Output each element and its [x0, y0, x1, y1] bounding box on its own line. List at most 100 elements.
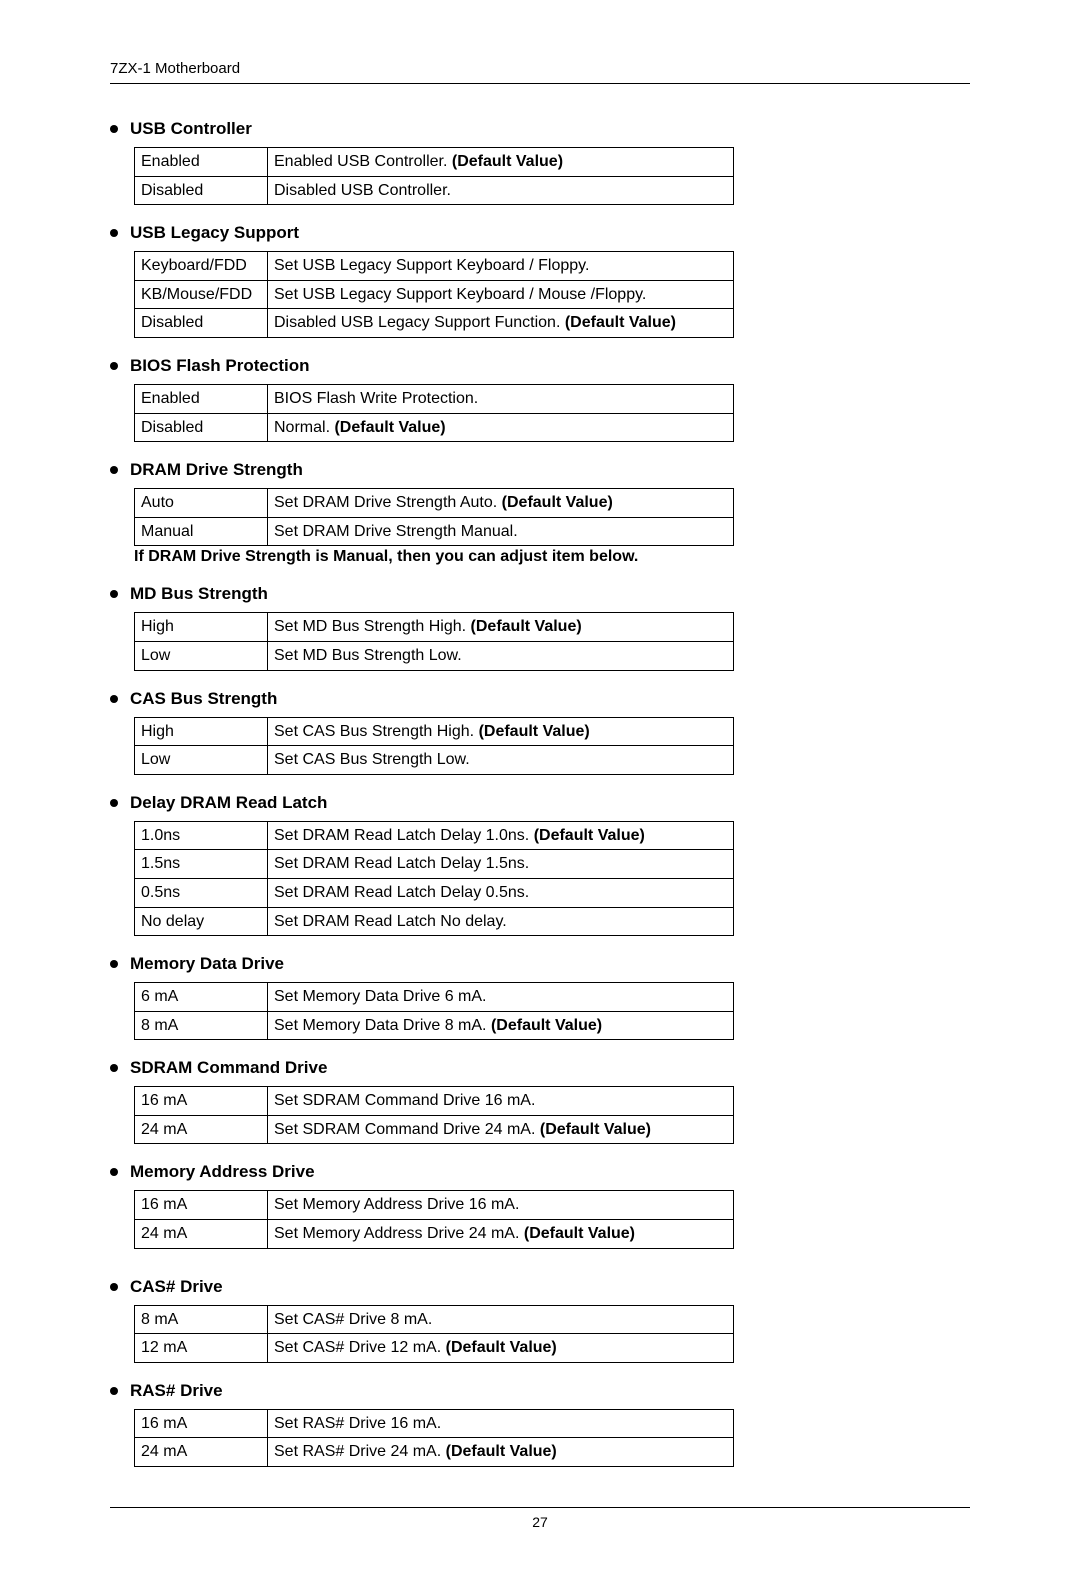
section-title-text: Memory Data Drive [130, 954, 284, 974]
section: MD Bus Strength HighSet MD Bus Strength H… [110, 584, 970, 670]
section: RAS# Drive 16 mASet RAS# Drive 16 mA.24 m… [110, 1381, 970, 1467]
section-title-text: CAS# Drive [130, 1277, 223, 1297]
option-cell: Auto [135, 489, 268, 518]
option-cell: Low [135, 746, 268, 775]
table-row: 16 mASet Memory Address Drive 16 mA. [135, 1191, 734, 1220]
section-title-text: DRAM Drive Strength [130, 460, 303, 480]
description-cell: Set MD Bus Strength Low. [268, 641, 734, 670]
section-title: SDRAM Command Drive [110, 1058, 970, 1078]
option-cell: 0.5ns [135, 878, 268, 907]
default-value-label: (Default Value) [565, 314, 676, 331]
option-cell: Keyboard/FDD [135, 252, 268, 281]
section-title-text: USB Controller [130, 119, 252, 139]
page-footer: 27 [110, 1507, 970, 1530]
description-cell: Set SDRAM Command Drive 16 mA. [268, 1087, 734, 1116]
table-row: HighSet MD Bus Strength High. (Default V… [135, 613, 734, 642]
table-row: HighSet CAS Bus Strength High. (Default … [135, 717, 734, 746]
bullet-icon [110, 229, 118, 237]
table-wrap: 1.0nsSet DRAM Read Latch Delay 1.0ns. (D… [134, 821, 970, 936]
description-cell: Set DRAM Read Latch Delay 1.0ns. (Defaul… [268, 821, 734, 850]
option-cell: 1.5ns [135, 850, 268, 879]
table-wrap: 16 mASet SDRAM Command Drive 16 mA.24 mA… [134, 1086, 970, 1144]
table-wrap: EnabledEnabled USB Controller. (Default … [134, 147, 970, 205]
bullet-icon [110, 590, 118, 598]
option-cell: High [135, 717, 268, 746]
description-cell: Set Memory Data Drive 6 mA. [268, 983, 734, 1012]
table-row: LowSet CAS Bus Strength Low. [135, 746, 734, 775]
description-cell: Enabled USB Controller. (Default Value) [268, 148, 734, 177]
option-cell: Enabled [135, 384, 268, 413]
section: USB Legacy SupportKeyboard/FDDSet USB Le… [110, 223, 970, 338]
table-row: 1.5nsSet DRAM Read Latch Delay 1.5ns. [135, 850, 734, 879]
table-wrap: 16 mASet Memory Address Drive 16 mA.24 m… [134, 1190, 970, 1248]
description-cell: Set RAS# Drive 24 mA. (Default Value) [268, 1438, 734, 1467]
table-row: EnabledBIOS Flash Write Protection. [135, 384, 734, 413]
section-title: Memory Address Drive [110, 1162, 970, 1182]
table-wrap: HighSet MD Bus Strength High. (Default V… [134, 612, 970, 670]
table-wrap: AutoSet DRAM Drive Strength Auto. (Defau… [134, 488, 970, 546]
default-value-label: (Default Value) [491, 1017, 602, 1034]
bullet-icon [110, 125, 118, 133]
section-title-text: RAS# Drive [130, 1381, 223, 1401]
table-row: 0.5nsSet DRAM Read Latch Delay 0.5ns. [135, 878, 734, 907]
default-value-label: (Default Value) [471, 618, 582, 635]
table-wrap: 16 mASet RAS# Drive 16 mA.24 mASet RAS# … [134, 1409, 970, 1467]
default-value-label: (Default Value) [479, 723, 590, 740]
option-cell: Disabled [135, 176, 268, 205]
bullet-icon [110, 1283, 118, 1291]
page-header: 7ZX-1 Motherboard [110, 60, 970, 84]
description-cell: Set CAS# Drive 12 mA. (Default Value) [268, 1334, 734, 1363]
option-cell: 1.0ns [135, 821, 268, 850]
option-cell: 12 mA [135, 1334, 268, 1363]
description-cell: Normal. (Default Value) [268, 413, 734, 442]
option-cell: No delay [135, 907, 268, 936]
description-cell: Set Memory Address Drive 24 mA. (Default… [268, 1220, 734, 1249]
description-cell: BIOS Flash Write Protection. [268, 384, 734, 413]
option-cell: 24 mA [135, 1220, 268, 1249]
header-text: 7ZX-1 Motherboard [110, 60, 240, 77]
table-row: EnabledEnabled USB Controller. (Default … [135, 148, 734, 177]
section: USB Controller EnabledEnabled USB Control… [110, 119, 970, 205]
section-title: Memory Data Drive [110, 954, 970, 974]
option-cell: KB/Mouse/FDD [135, 280, 268, 309]
table-row: DisabledDisabled USB Controller. [135, 176, 734, 205]
default-value-label: (Default Value) [334, 419, 445, 436]
table-row: DisabledDisabled USB Legacy Support Func… [135, 309, 734, 338]
section-note: If DRAM Drive Strength is Manual, then y… [134, 548, 970, 566]
bullet-icon [110, 466, 118, 474]
option-cell: Disabled [135, 413, 268, 442]
table-row: 24 mASet SDRAM Command Drive 24 mA. (Def… [135, 1115, 734, 1144]
option-cell: Low [135, 641, 268, 670]
description-cell: Set CAS# Drive 8 mA. [268, 1305, 734, 1334]
options-table: 6 mASet Memory Data Drive 6 mA.8 mASet M… [134, 982, 734, 1040]
option-cell: 8 mA [135, 1305, 268, 1334]
table-row: AutoSet DRAM Drive Strength Auto. (Defau… [135, 489, 734, 518]
section-title: MD Bus Strength [110, 584, 970, 604]
option-cell: Enabled [135, 148, 268, 177]
table-wrap: Keyboard/FDDSet USB Legacy Support Keybo… [134, 251, 970, 338]
description-cell: Disabled USB Legacy Support Function. (D… [268, 309, 734, 338]
section-title-text: MD Bus Strength [130, 584, 268, 604]
section: SDRAM Command Drive 16 mASet SDRAM Comman… [110, 1058, 970, 1144]
section-title: USB Controller [110, 119, 970, 139]
section-title: RAS# Drive [110, 1381, 970, 1401]
table-row: LowSet MD Bus Strength Low. [135, 641, 734, 670]
bullet-icon [110, 695, 118, 703]
option-cell: 6 mA [135, 983, 268, 1012]
default-value-label: (Default Value) [502, 494, 613, 511]
section: CAS Bus StrengthHighSet CAS Bus Strength… [110, 689, 970, 775]
description-cell: Set DRAM Read Latch Delay 1.5ns. [268, 850, 734, 879]
description-cell: Set RAS# Drive 16 mA. [268, 1409, 734, 1438]
options-table: 8 mASet CAS# Drive 8 mA.12 mASet CAS# Dr… [134, 1305, 734, 1363]
section: Memory Address Drive 16 mASet Memory Addr… [110, 1162, 970, 1248]
options-table: HighSet MD Bus Strength High. (Default V… [134, 612, 734, 670]
option-cell: 16 mA [135, 1191, 268, 1220]
option-cell: 16 mA [135, 1087, 268, 1116]
document-page: 7ZX-1 Motherboard USB ControllerEnabledE… [0, 0, 1080, 1580]
description-cell: Set DRAM Drive Strength Auto. (Default V… [268, 489, 734, 518]
section-title-text: Delay DRAM Read Latch [130, 793, 327, 813]
description-cell: Set CAS Bus Strength High. (Default Valu… [268, 717, 734, 746]
section: BIOS Flash ProtectionEnabledBIOS Flash W… [110, 356, 970, 442]
table-row: ManualSet DRAM Drive Strength Manual. [135, 517, 734, 546]
table-wrap: EnabledBIOS Flash Write Protection.Disab… [134, 384, 970, 442]
